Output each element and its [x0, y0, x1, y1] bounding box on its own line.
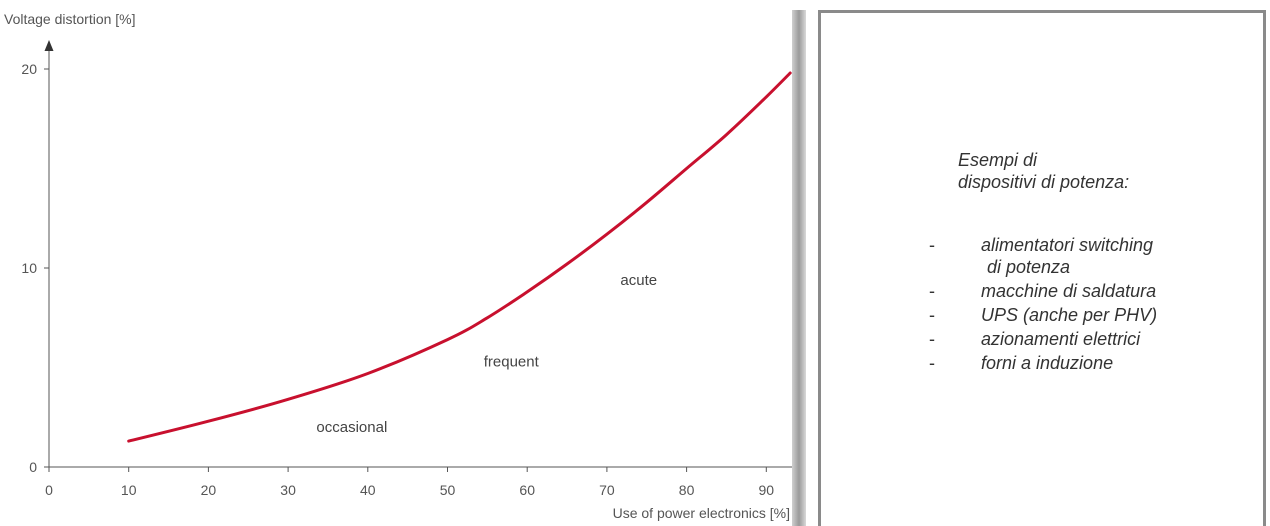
info-heading-line2: dispositivi di potenza:: [958, 172, 1129, 193]
info-box: Esempi di dispositivi di potenza: - alim…: [818, 10, 1266, 526]
chart-axes: [45, 40, 801, 472]
list-bullet-5: -: [929, 353, 935, 374]
annotation-frequent: frequent: [484, 354, 540, 371]
y-tick-label-20: 20: [21, 61, 37, 77]
list-bullet-4: -: [929, 329, 935, 350]
x-tick-label-90: 90: [759, 482, 775, 498]
panel-divider: [792, 10, 806, 526]
x-tick-label-50: 50: [440, 482, 456, 498]
chart-annotations: occasional frequent acute: [316, 272, 657, 436]
x-tick-label-40: 40: [360, 482, 376, 498]
list-item-1-line2: di potenza: [987, 257, 1070, 278]
list-bullet-3: -: [929, 305, 935, 326]
series-line-1: [129, 73, 791, 441]
y-tick-label-10: 10: [21, 260, 37, 276]
chart-series: [129, 73, 791, 441]
x-tick-label-30: 30: [280, 482, 296, 498]
x-tick-label-80: 80: [679, 482, 695, 498]
voltage-distortion-chart: Voltage distortion [%] Use of power elec…: [0, 0, 800, 526]
y-axis-label: Voltage distortion [%]: [4, 11, 136, 27]
chart-panel: Voltage distortion [%] Use of power elec…: [0, 0, 800, 526]
x-tick-label-60: 60: [519, 482, 535, 498]
list-item-3: UPS (anche per PHV): [981, 305, 1157, 326]
list-bullet-2: -: [929, 281, 935, 302]
list-bullet-1: -: [929, 235, 935, 256]
list-item-4: azionamenti elettrici: [981, 329, 1140, 350]
x-tick-label-20: 20: [201, 482, 217, 498]
y-tick-label-0: 0: [29, 459, 37, 475]
x-tick-label-0: 0: [45, 482, 53, 498]
x-tick-label-10: 10: [121, 482, 137, 498]
x-tick-label-70: 70: [599, 482, 615, 498]
list-item-1-line1: alimentatori switching: [981, 235, 1153, 256]
info-heading-line1: Esempi di: [958, 150, 1037, 171]
annotation-acute: acute: [620, 272, 657, 289]
list-item-2: macchine di saldatura: [981, 281, 1156, 302]
chart-ticks: 0 10 20 30 40 50 60 70 80 90 0 10 20: [21, 61, 774, 498]
annotation-occasional: occasional: [316, 419, 387, 436]
x-axis-label: Use of power electronics [%]: [613, 505, 790, 521]
list-item-5: forni a induzione: [981, 353, 1113, 374]
y-axis-arrow: [45, 40, 54, 51]
